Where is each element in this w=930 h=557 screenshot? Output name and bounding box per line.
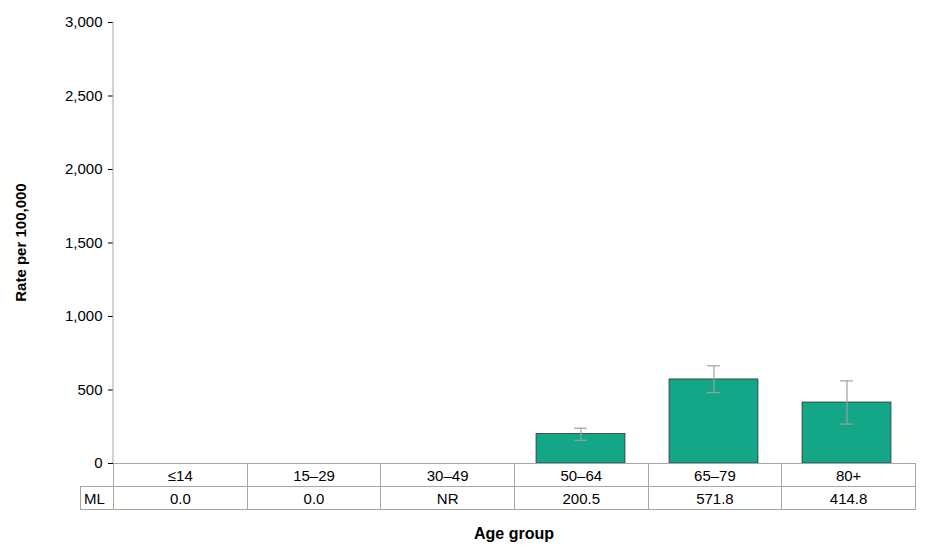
html-text:0.0: 0.0 (169, 489, 191, 507)
html-text:15–29: 15–29 (293, 466, 335, 484)
html-text:Age group: Age group (474, 525, 554, 542)
html-text:80+: 80+ (835, 466, 862, 484)
html-text:30–49: 30–49 (426, 466, 469, 484)
svg-text:3,000: 3,000 (65, 13, 103, 30)
html-text:200.5: 200.5 (562, 489, 601, 507)
html-text:65–79: 65–79 (694, 466, 736, 484)
svg-text:2,000: 2,000 (65, 160, 103, 177)
html-text:571.8: 571.8 (696, 489, 734, 507)
html-text:414.8: 414.8 (829, 489, 868, 507)
svg-text:1,500: 1,500 (65, 234, 103, 251)
svg-text:2,500: 2,500 (65, 87, 103, 104)
svg-text:1,000: 1,000 (65, 307, 103, 324)
html-text:≤14: ≤14 (167, 466, 193, 484)
svg-text:0: 0 (94, 454, 102, 470)
html-text:50–64: 50–64 (560, 466, 603, 484)
html-text:NR: NR (436, 489, 459, 507)
svg-text:500: 500 (77, 381, 102, 398)
html-text:Rate per 100,000: Rate per 100,000 (11, 182, 29, 302)
html-text:ML: ML (84, 489, 105, 507)
html-text:0.0: 0.0 (303, 489, 325, 507)
